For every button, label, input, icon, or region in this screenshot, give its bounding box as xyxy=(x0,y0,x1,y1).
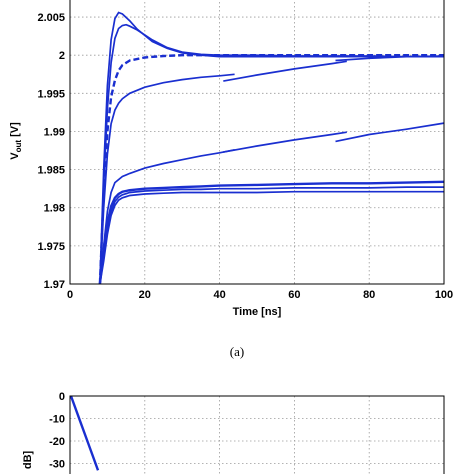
y-tick-label: 1.97 xyxy=(44,279,65,291)
x-tick-label: 0 xyxy=(67,289,73,301)
series-line xyxy=(223,131,347,153)
series-line xyxy=(99,23,444,285)
x-tick-label: 40 xyxy=(213,289,225,301)
figure-caption: (a) xyxy=(230,344,244,359)
series-line xyxy=(98,54,444,285)
series-line xyxy=(99,186,444,285)
x-axis-label: Time [ns] xyxy=(233,306,282,318)
y-tick-label: -20 xyxy=(49,436,65,448)
grid-lines xyxy=(70,396,444,474)
magnitude-chart: 0 -10 -20 -30 dB] xyxy=(22,391,445,474)
y-axis-label: Vout [V] xyxy=(9,122,23,160)
series-group xyxy=(98,11,445,285)
y-axis-label: dB] xyxy=(22,451,34,470)
series-line xyxy=(99,148,235,285)
y-tick-label: 1.985 xyxy=(37,165,65,177)
y-tick-label: 1.995 xyxy=(37,88,65,100)
series-line xyxy=(335,55,445,62)
y-tick-label: 1.975 xyxy=(37,241,65,253)
y-tick-labels: 1.97 1.975 1.98 1.985 1.99 1.995 2 2.005 xyxy=(37,12,65,291)
x-tick-label: 100 xyxy=(435,289,453,301)
series-line xyxy=(98,180,445,285)
y-tick-label: -30 xyxy=(49,459,65,471)
x-tick-label: 20 xyxy=(139,289,151,301)
series-line xyxy=(223,60,347,82)
y-tick-label: 1.99 xyxy=(44,126,65,138)
y-tick-labels: 0 -10 -20 -30 xyxy=(49,391,65,471)
series-line xyxy=(99,11,444,285)
x-tick-label: 80 xyxy=(363,289,375,301)
series-line xyxy=(335,122,445,143)
y-tick-label: 2.005 xyxy=(37,12,65,24)
series-line xyxy=(69,395,100,471)
y-tick-label: 2 xyxy=(59,50,65,62)
series-line xyxy=(99,190,444,285)
x-tick-labels: 0 20 40 60 80 100 xyxy=(67,289,453,301)
y-tick-label: 0 xyxy=(59,391,65,403)
y-tick-label: 1.98 xyxy=(44,203,65,215)
series-line xyxy=(99,73,235,285)
y-tick-label: -10 xyxy=(49,414,65,426)
x-tick-label: 60 xyxy=(288,289,300,301)
plot-frame xyxy=(69,0,445,285)
grid-lines xyxy=(70,0,444,284)
voltage-chart: 0 20 40 60 80 100 1.97 1.975 1.98 1.985 1.99 1.995… xyxy=(9,0,453,359)
plot-frame xyxy=(69,395,445,474)
series-group xyxy=(69,395,100,471)
